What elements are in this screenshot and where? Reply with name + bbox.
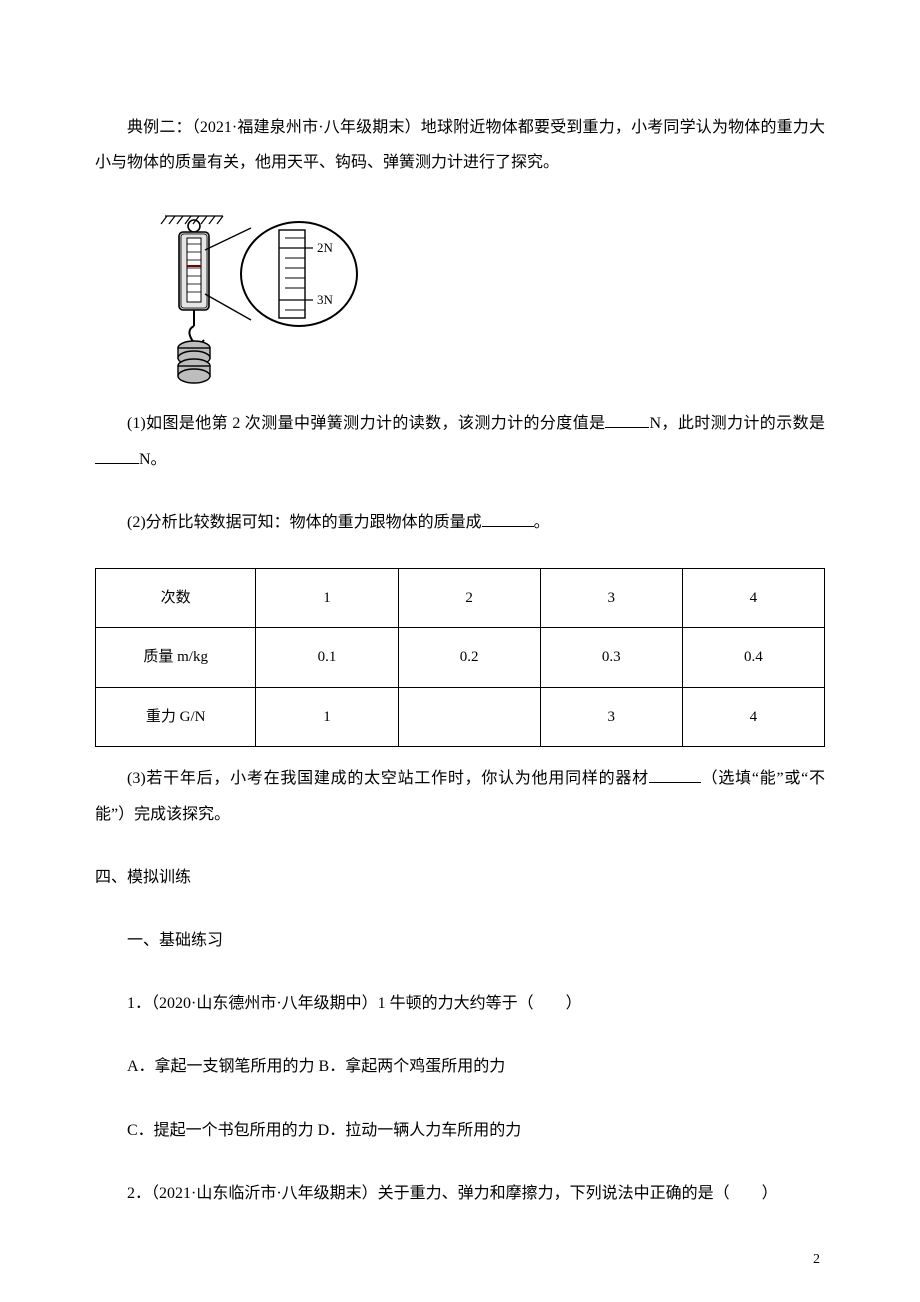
q1-suffix: N。 [139,451,167,468]
spring-scale-figure: 2N 3N [153,208,373,388]
row-label: 质量 m/kg [96,628,256,688]
cell: 0.1 [256,628,398,688]
cell: 0.4 [682,628,824,688]
cell: 4 [682,687,824,747]
page-number: 2 [813,1249,820,1270]
example2-q1: (1)如图是他第 2 次测量中弹簧测力计的读数，该测力计的分度值是 N，此时测力计… [95,406,825,476]
q2-suffix: 。 [534,514,550,531]
col-header: 3 [540,568,682,628]
q3-prefix: (3)若干年后，小考在我国建成的太空站工作时，你认为他用同样的器材 [127,770,649,787]
table-row: 次数 1 2 3 4 [96,568,825,628]
q1-mid: N，此时测力计的示数是 [649,415,825,432]
spring-scale-svg: 2N 3N [153,208,373,388]
sec4-q1: 1．（2020·山东德州市·八年级期中）1 牛顿的力大约等于（ ） [95,986,825,1021]
table-row: 重力 G/N 1 3 4 [96,687,825,747]
blank-can-or-not[interactable] [649,766,701,783]
blank-proportion[interactable] [482,510,534,527]
cell: 0.3 [540,628,682,688]
col-header-label: 次数 [96,568,256,628]
example2-q3: (3)若干年后，小考在我国建成的太空站工作时，你认为他用同样的器材（选填“能”或… [95,761,825,831]
row-label: 重力 G/N [96,687,256,747]
col-header: 2 [398,568,540,628]
cell: 1 [256,687,398,747]
q2-prefix: (2)分析比较数据可知：物体的重力跟物体的质量成 [127,514,482,531]
col-header: 4 [682,568,824,628]
tick-label-3n: 3N [317,292,334,307]
sec4-q1-cd: C．提起一个书包所用的力 D．拉动一辆人力车所用的力 [95,1113,825,1148]
col-header: 1 [256,568,398,628]
tick-label-2n: 2N [317,240,334,255]
blank-fenduzhi[interactable] [605,411,649,428]
table-row: 质量 m/kg 0.1 0.2 0.3 0.4 [96,628,825,688]
cell: 0.2 [398,628,540,688]
q1-prefix: (1)如图是他第 2 次测量中弹簧测力计的读数，该测力计的分度值是 [127,415,605,432]
example2-header: 典例二：（2021·福建泉州市·八年级期末）地球附近物体都要受到重力，小考同学认… [95,110,825,180]
gravity-mass-table: 次数 1 2 3 4 质量 m/kg 0.1 0.2 0.3 0.4 重力 G/… [95,568,825,748]
cell: 3 [540,687,682,747]
section4-title: 四、模拟训练 [95,860,825,895]
blank-shishu[interactable] [95,447,139,464]
sec4-q2: 2．（2021·山东临沂市·八年级期末）关于重力、弹力和摩擦力，下列说法中正确的… [95,1176,825,1211]
cell-blank [398,687,540,747]
example2-q2: (2)分析比较数据可知：物体的重力跟物体的质量成 。 [95,505,825,540]
section4-sub1: 一、基础练习 [95,923,825,958]
sec4-q1-ab: A．拿起一支钢笔所用的力 B．拿起两个鸡蛋所用的力 [95,1049,825,1084]
